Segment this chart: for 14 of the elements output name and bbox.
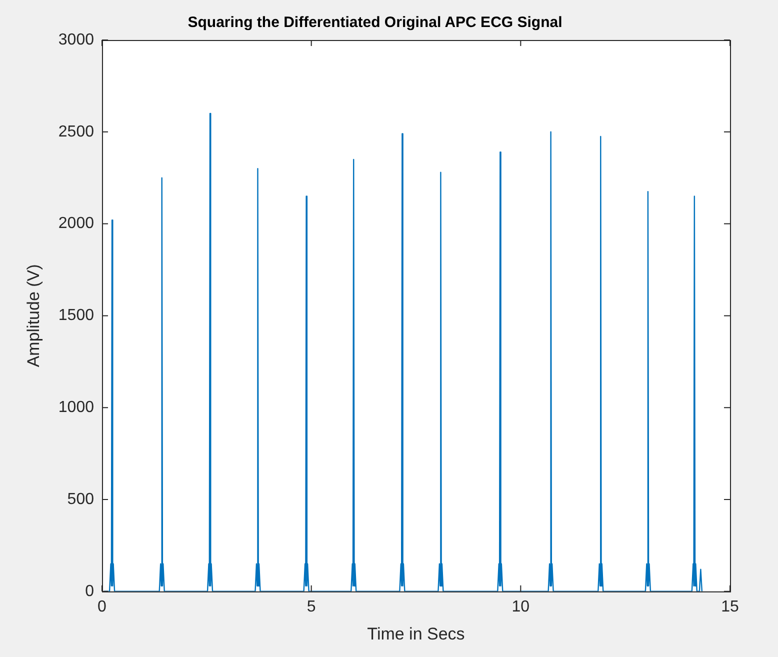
x-tick-label: 5: [306, 598, 316, 616]
y-tick-label: 0: [85, 582, 94, 600]
y-tick-label: 1000: [58, 399, 94, 416]
y-axis-title: Amplitude (V): [24, 264, 43, 368]
y-tick-label: 3000: [58, 31, 94, 48]
y-tick-label: 500: [67, 490, 94, 508]
y-tick-label: 1500: [58, 307, 94, 324]
x-axis-title: Time in Secs: [367, 624, 465, 644]
x-tick-label: 0: [98, 598, 107, 616]
y-tick-label: 2000: [58, 215, 94, 232]
x-tick-label: 10: [512, 598, 530, 616]
chart-title: Squaring the Differentiated Original APC ECG Signal: [188, 14, 562, 32]
y-tick-label: 2500: [58, 123, 94, 140]
x-tick-label: 15: [721, 598, 739, 616]
